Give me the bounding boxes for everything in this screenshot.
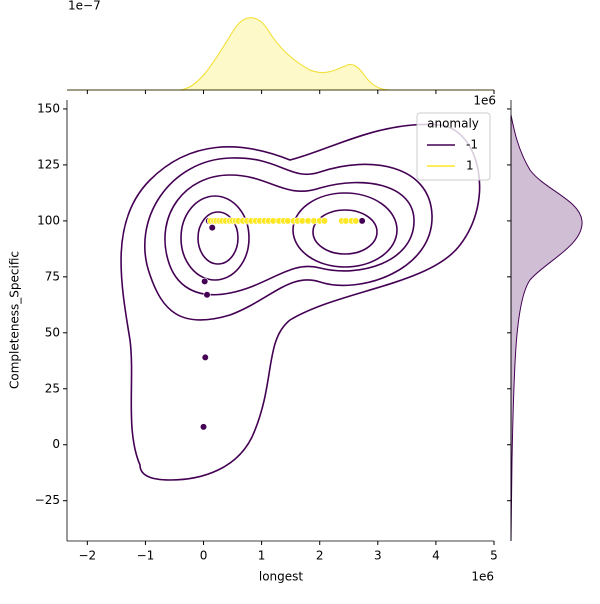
- y-tick-label: 50: [45, 325, 60, 339]
- y-tick-label: 150: [37, 101, 60, 115]
- point: [201, 277, 209, 285]
- contour: [312, 209, 378, 255]
- point: [203, 291, 211, 299]
- x-tick-label: 2: [316, 549, 324, 563]
- contour: [292, 192, 398, 268]
- point: [208, 223, 216, 232]
- x-tick-label: 1: [258, 549, 266, 563]
- x-tick-label: −2: [78, 549, 96, 563]
- top-kde: [67, 17, 494, 91]
- point: [201, 353, 209, 362]
- x-tick-label: 3: [374, 549, 382, 563]
- point: [358, 217, 366, 225]
- legend-label: 1: [466, 159, 474, 173]
- point: [320, 217, 328, 225]
- y-tick-label: 100: [37, 213, 60, 227]
- x-tick-label: 5: [490, 549, 498, 563]
- legend-label: -1: [466, 138, 478, 152]
- y-tick-label: 0: [52, 437, 60, 451]
- contour: [180, 195, 250, 281]
- contour: [144, 157, 433, 321]
- point: [352, 217, 360, 225]
- y-tick-label: 125: [37, 157, 60, 171]
- contour: [197, 211, 239, 265]
- x-axis-label: longest: [259, 570, 304, 584]
- legend-title: anomaly: [427, 117, 479, 131]
- y-axis-label: Completeness_Specific: [8, 251, 22, 389]
- right-offset: 1e6: [473, 94, 496, 108]
- y-tick-label: −25: [35, 493, 60, 507]
- x-tick-label: −1: [137, 549, 155, 563]
- point: [199, 423, 208, 431]
- right-kde: [510, 114, 583, 542]
- y-tick-label: 25: [45, 381, 60, 395]
- contour: [164, 174, 415, 296]
- x-tick-label: 0: [200, 549, 208, 563]
- legend: [416, 112, 491, 181]
- x-tick-label: 4: [432, 549, 440, 563]
- y-tick-label: 75: [45, 269, 60, 283]
- x-offset: 1e6: [471, 570, 494, 584]
- top-offset: 1e−7: [68, 0, 101, 13]
